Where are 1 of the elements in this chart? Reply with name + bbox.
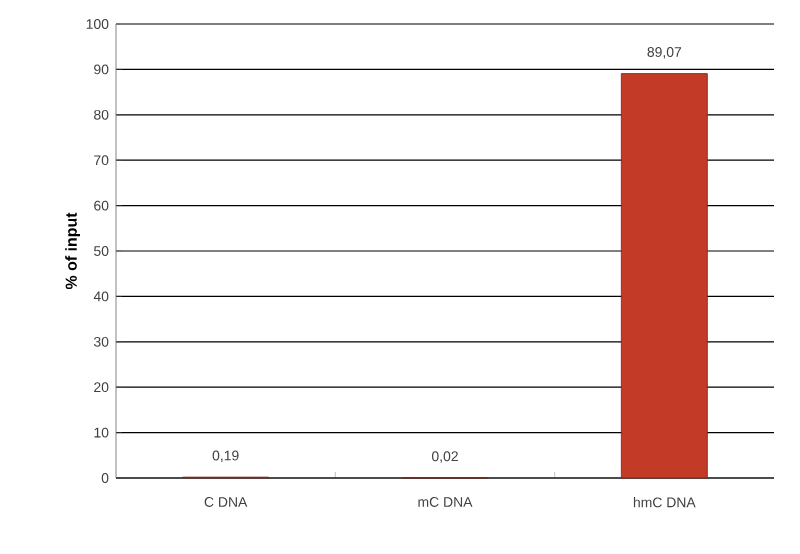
bar: [620, 73, 708, 479]
